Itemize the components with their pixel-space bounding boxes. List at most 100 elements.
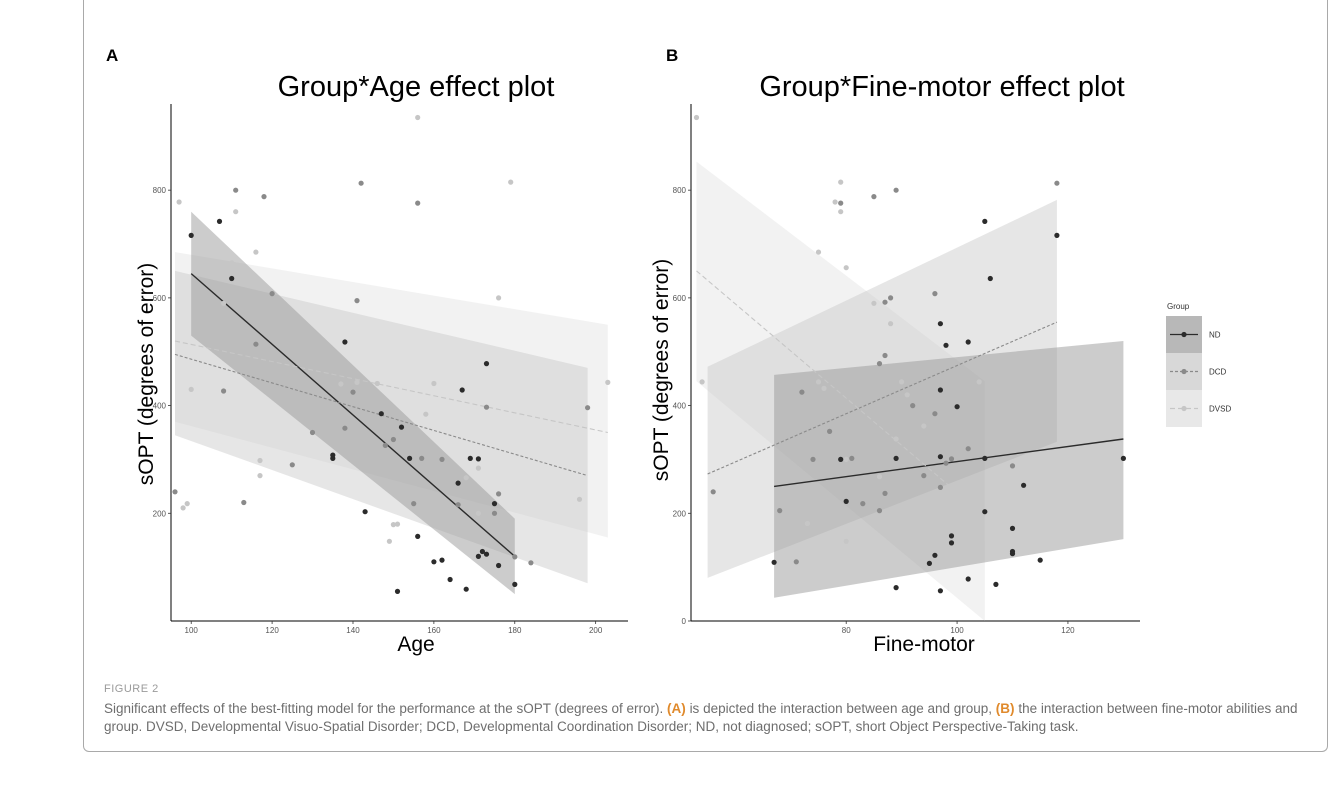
panel-a-point-dvsd [508, 179, 514, 185]
panel-b-point-nd [937, 387, 944, 393]
legend-key-point-nd [1181, 331, 1187, 338]
panel-a-point-nd [431, 559, 437, 565]
legend-label-dvsd: DVSD [1209, 405, 1231, 414]
panel-b-point-nd [937, 454, 944, 460]
panel-a-point-dcd [455, 502, 461, 508]
panel-b-point-dcd [799, 389, 805, 395]
panel-b-point-dvsd [921, 423, 927, 429]
panel-b-point-dcd [921, 473, 927, 479]
panel-b-point-dvsd [893, 436, 899, 442]
panel-b-point-dcd [838, 200, 844, 206]
panel-a-point-dvsd [386, 538, 392, 544]
panel-b-point-nd [771, 559, 777, 565]
panel-a-x-ticks: 100 120 140 160 180 200 [185, 621, 603, 635]
panel-a-point-dcd [491, 510, 498, 516]
panel-a-point-dcd [350, 389, 356, 395]
panel-b-point-nd [1009, 525, 1016, 532]
panel-a-point-dcd [382, 442, 388, 448]
panel-a-y-ticks: 200 400 600 800 [153, 186, 171, 518]
panel-a-point-dcd [172, 489, 178, 495]
panel-b-point-nd [987, 275, 993, 282]
panel-b-point-dcd [937, 484, 944, 490]
panel-a-point-nd [342, 339, 348, 345]
panel-a-point-dvsd [354, 379, 360, 385]
panel-b-fit-line-dcd [707, 321, 1058, 475]
panel-a-y-tick-label: 600 [153, 294, 167, 303]
panel-a-point-nd [439, 557, 445, 563]
panel-b-point-dcd [882, 299, 888, 305]
panel-b-point-nd [838, 456, 844, 462]
panel-a-point-nd [467, 455, 473, 461]
panel-a-point-dvsd [496, 295, 502, 301]
panel-a-point-nd [483, 551, 490, 557]
panel-a-point-dvsd [415, 114, 421, 121]
panel-a-point-nd [475, 456, 481, 462]
panel-b-point-dcd [827, 428, 833, 434]
panel-b-title: Group*Fine-motor effect plot [759, 71, 1124, 103]
panel-a-point-nd [394, 588, 401, 595]
panel-b-point-dvsd [926, 510, 933, 516]
panel-b-point-dvsd [804, 520, 811, 527]
panel-b-y-tick-label: 800 [673, 186, 687, 195]
panel-a-point-nd [398, 424, 405, 430]
panel-b-point-nd [926, 560, 933, 567]
panel-b-confidence-bands [696, 161, 1124, 621]
panel-a-point-dcd [253, 341, 259, 347]
panel-b-point-dvsd [871, 300, 877, 306]
panel-b-point-dcd [1009, 463, 1016, 469]
caption-text-b: the interaction between fine-motor abili… [104, 701, 1298, 734]
panel-a-points [172, 114, 611, 595]
legend-key-point-dvsd [1181, 405, 1187, 412]
panel-a-point-nd [415, 533, 421, 540]
panel-a-point-dvsd [188, 386, 194, 392]
panel-a-point-nd [447, 576, 453, 583]
panel-a-point-nd [496, 562, 502, 569]
panel-a-point-dcd [269, 291, 275, 297]
panel-a-point-nd [455, 480, 461, 486]
panel-b-point-dvsd [699, 379, 705, 385]
panel-a-point-dcd [390, 436, 396, 443]
panel-a-band-nd [191, 211, 515, 595]
panel-a-fit-line-nd [190, 273, 516, 557]
panel-a-point-nd [378, 411, 384, 417]
panel-b-x-axis-label: Fine-motor [873, 633, 975, 656]
panel-a-point-nd [491, 501, 498, 507]
panel-b-point-dvsd [843, 538, 849, 544]
panel-a-point-dvsd [338, 381, 344, 387]
panel-b-point-dvsd [888, 321, 894, 327]
panel-b: B Group*Fine-motor effect plot Fine-moto… [650, 46, 1140, 656]
panel-b-point-nd [932, 552, 938, 558]
panel-a-confidence-bands [175, 211, 608, 595]
panel-a-point-dvsd [605, 379, 611, 385]
panel-a-point-nd [512, 581, 518, 588]
legend-label-nd: ND [1209, 331, 1221, 340]
panel-a-point-nd [407, 455, 413, 461]
panel-b-y-axis-label: sOPT (degrees of error) [650, 259, 673, 482]
panel-a-point-dcd [241, 499, 247, 506]
panel-b-point-dcd [860, 501, 866, 507]
panel-b-fit-lines [696, 270, 1124, 517]
panel-b-point-dvsd [838, 179, 844, 185]
panel-b-x-tick-label: 120 [1061, 626, 1075, 635]
panel-b-x-tick-label: 80 [842, 626, 851, 635]
panel-a-x-axis-label: Age [397, 633, 434, 656]
panel-b-point-dcd [876, 508, 883, 514]
panel-b-point-dcd [710, 489, 716, 495]
panel-a-point-dcd [221, 388, 227, 394]
panel-a-point-dcd [512, 554, 518, 560]
panel-a-point-nd [459, 387, 465, 393]
panel-b-y-ticks: 0 200 400 600 800 [673, 186, 691, 626]
panel-b-point-nd [937, 321, 944, 327]
panel-a-point-dvsd [475, 465, 481, 471]
panel-b-point-nd [948, 540, 955, 546]
panel-b-letter: B [666, 46, 678, 65]
panel-b-point-nd [948, 533, 955, 539]
panel-b-point-dcd [810, 456, 816, 462]
panel-a-letter: A [106, 46, 118, 65]
panel-b-point-dvsd [876, 474, 883, 480]
panel-b-point-nd [893, 585, 899, 591]
panel-b-point-dcd [965, 446, 971, 452]
panel-b-point-dvsd [815, 249, 822, 255]
panel-a-point-nd [362, 509, 368, 515]
panel-b-point-dvsd [843, 265, 849, 271]
